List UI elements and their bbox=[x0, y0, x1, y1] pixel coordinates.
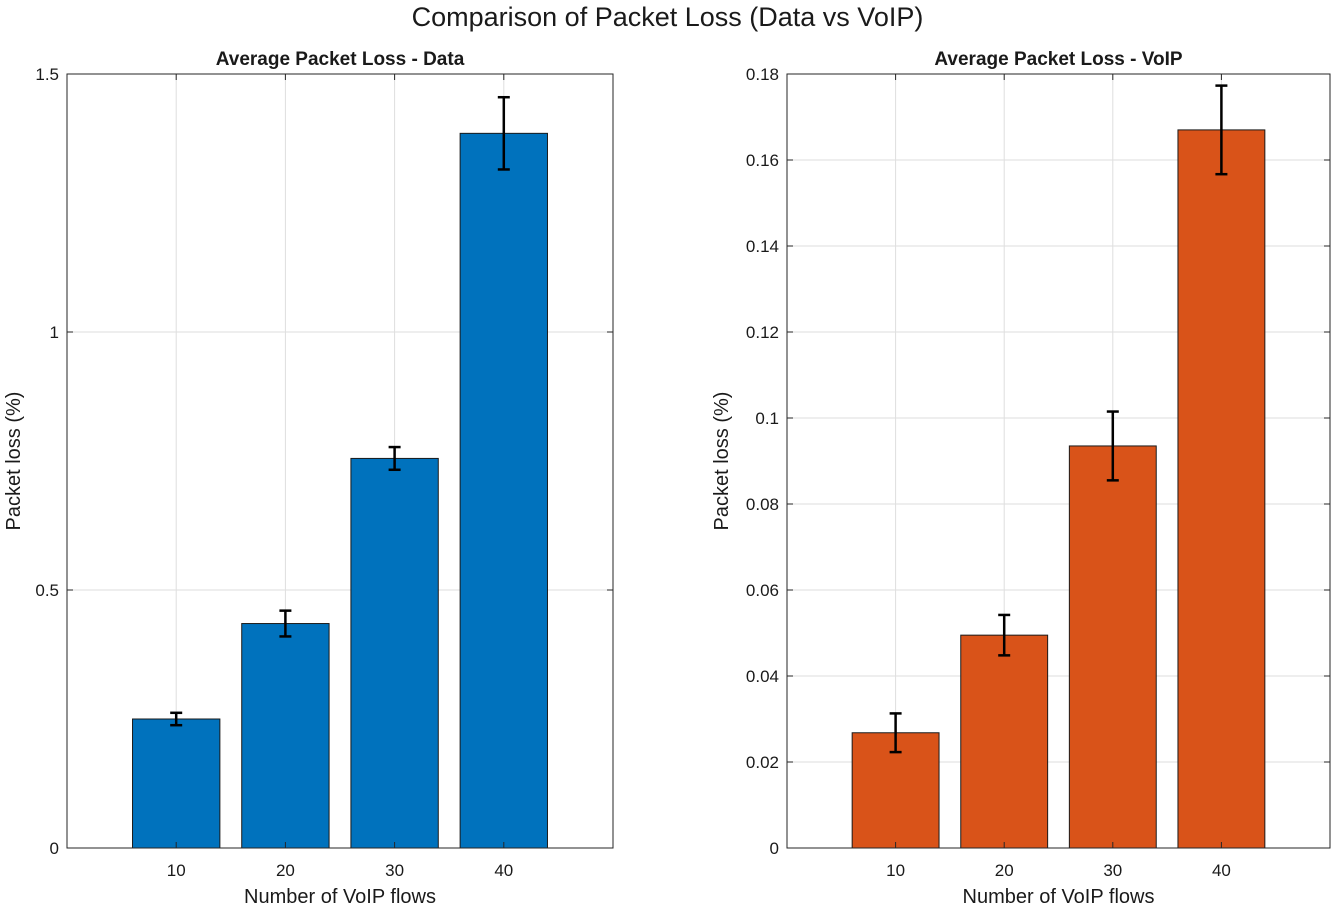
x-tick-label: 10 bbox=[886, 861, 905, 880]
y-tick-label: 0 bbox=[50, 839, 59, 858]
y-tick-label: 0.5 bbox=[35, 581, 59, 600]
y-tick-label: 1 bbox=[50, 323, 59, 342]
y-tick-label: 0.1 bbox=[755, 409, 779, 428]
panel-title: Average Packet Loss - VoIP bbox=[934, 49, 1182, 70]
x-axis-label: Number of VoIP flows bbox=[244, 886, 436, 907]
bar bbox=[241, 623, 330, 849]
voip-loss-panel: 0 0.02 0.04 0.06 0.08 0.1 0.12 0.14 0.16 0.18 10 20… bbox=[711, 49, 1331, 907]
y-tick-label: 0.16 bbox=[746, 151, 779, 170]
y-tick-label: 1.5 bbox=[35, 65, 59, 84]
y-tick-label: 0 bbox=[770, 839, 779, 858]
x-tick-label: 10 bbox=[167, 861, 186, 880]
figure-title: Comparison of Packet Loss (Data vs VoIP) bbox=[411, 2, 924, 32]
bar bbox=[132, 718, 221, 849]
bar bbox=[960, 634, 1049, 849]
axes-frame bbox=[786, 73, 1331, 849]
x-tick-label: 30 bbox=[1103, 861, 1122, 880]
y-tick-label: 0.04 bbox=[746, 667, 779, 686]
y-tick-label: 0.02 bbox=[746, 753, 779, 772]
bar bbox=[459, 132, 548, 849]
x-tick-label: 40 bbox=[1212, 861, 1231, 880]
bar bbox=[1177, 129, 1266, 849]
y-axis-label: Packet loss (%) bbox=[3, 392, 25, 531]
x-tick-label: 20 bbox=[276, 861, 295, 880]
axes-frame bbox=[66, 73, 614, 849]
bar bbox=[350, 457, 439, 849]
bar bbox=[1068, 445, 1157, 849]
y-tick-label: 0.08 bbox=[746, 495, 779, 514]
x-tick-label: 30 bbox=[385, 861, 404, 880]
y-tick-label: 0.18 bbox=[746, 65, 779, 84]
y-axis-label: Packet loss (%) bbox=[711, 392, 733, 531]
y-tick-label: 0.14 bbox=[746, 237, 779, 256]
panel-title: Average Packet Loss - Data bbox=[216, 49, 465, 70]
y-tick-label: 0.12 bbox=[746, 323, 779, 342]
x-tick-label: 40 bbox=[494, 861, 513, 880]
y-tick-label: 0.06 bbox=[746, 581, 779, 600]
x-tick-label: 20 bbox=[995, 861, 1014, 880]
data-loss-panel: 0 0.5 1 1.5 10 20 30 40 Average Packet Loss - Da… bbox=[3, 49, 614, 907]
x-axis-label: Number of VoIP flows bbox=[963, 886, 1155, 907]
